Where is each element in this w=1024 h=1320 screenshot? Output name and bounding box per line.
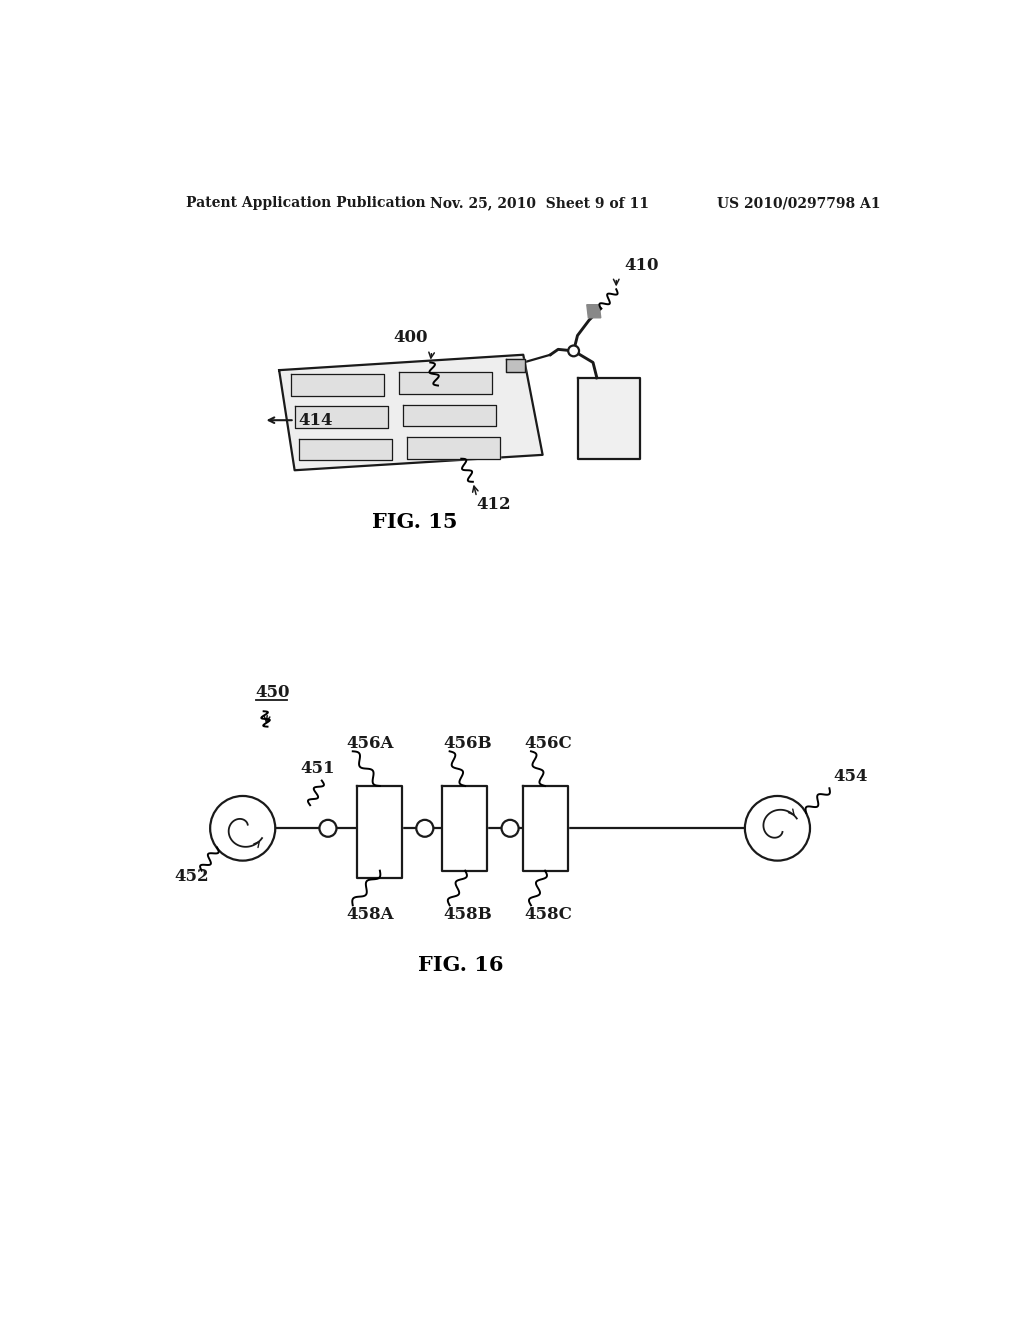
Polygon shape — [403, 405, 496, 426]
Polygon shape — [280, 355, 543, 470]
Text: 414: 414 — [299, 412, 333, 429]
Polygon shape — [399, 372, 493, 395]
Text: 456C: 456C — [524, 735, 572, 752]
Text: 458A: 458A — [346, 906, 394, 923]
Text: 400: 400 — [393, 329, 428, 346]
Polygon shape — [356, 785, 401, 878]
Circle shape — [744, 796, 810, 861]
Text: US 2010/0297798 A1: US 2010/0297798 A1 — [717, 197, 881, 210]
Text: FIG. 15: FIG. 15 — [372, 512, 458, 532]
Polygon shape — [291, 374, 384, 396]
Text: Patent Application Publication: Patent Application Publication — [186, 197, 426, 210]
Text: 412: 412 — [477, 496, 511, 512]
Polygon shape — [442, 785, 486, 871]
Text: 410: 410 — [624, 257, 658, 275]
Polygon shape — [299, 438, 391, 461]
Circle shape — [210, 796, 275, 861]
Text: Nov. 25, 2010  Sheet 9 of 11: Nov. 25, 2010 Sheet 9 of 11 — [430, 197, 649, 210]
Circle shape — [319, 820, 337, 837]
Text: 456A: 456A — [346, 735, 394, 752]
Circle shape — [568, 346, 579, 356]
Circle shape — [417, 820, 433, 837]
Polygon shape — [578, 378, 640, 459]
Polygon shape — [407, 437, 500, 459]
Text: 458C: 458C — [524, 906, 572, 923]
Text: 454: 454 — [834, 767, 867, 784]
Text: 458B: 458B — [443, 906, 493, 923]
Text: 450: 450 — [256, 684, 291, 701]
Text: 456B: 456B — [443, 735, 493, 752]
Polygon shape — [506, 359, 524, 372]
Polygon shape — [295, 407, 388, 428]
Polygon shape — [523, 785, 568, 871]
Text: 452: 452 — [174, 867, 209, 884]
Text: FIG. 16: FIG. 16 — [419, 954, 504, 974]
Circle shape — [502, 820, 518, 837]
Polygon shape — [587, 305, 601, 318]
Text: 451: 451 — [300, 760, 335, 777]
